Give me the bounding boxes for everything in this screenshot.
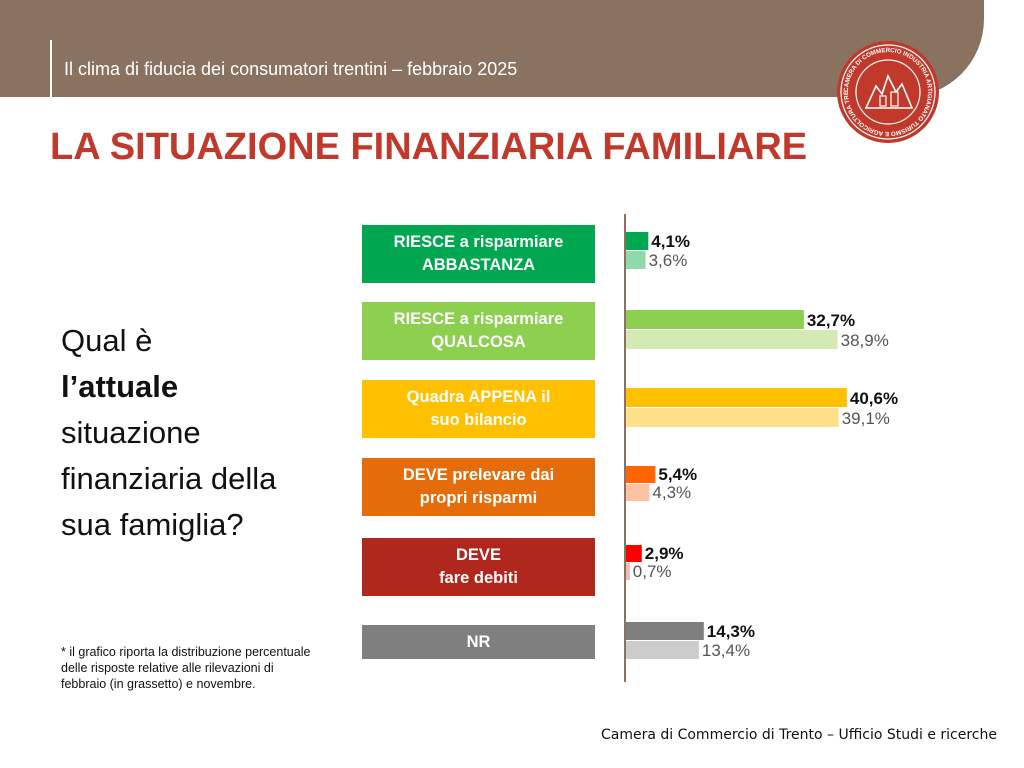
- category-label: DEVE prelevare dai propri risparmi: [362, 458, 595, 516]
- bar-novembre: [626, 484, 650, 501]
- bar-novembre: [626, 251, 646, 269]
- data-label-novembre: 13,4%: [702, 641, 750, 660]
- data-label-novembre: 3,6%: [649, 251, 688, 270]
- footnote: * il grafico riporta la distribuzione pe…: [61, 645, 311, 691]
- data-label-febbraio: 5,4%: [658, 465, 697, 484]
- question-line: situazione: [61, 415, 201, 450]
- source-credit: Camera di Commercio di Trento – Ufficio …: [600, 727, 997, 743]
- data-label-novembre: 39,1%: [842, 409, 890, 428]
- bar-febbraio: [626, 388, 847, 407]
- bar-novembre: [626, 563, 630, 580]
- bar-febbraio: [626, 545, 642, 562]
- data-label-novembre: 0,7%: [633, 562, 672, 581]
- category-label-line: RIESCE a risparmiare: [393, 310, 564, 328]
- category-label: RIESCE a risparmiare ABBASTANZA: [362, 225, 595, 283]
- question-line: finanziaria della: [61, 461, 277, 496]
- question-line: sua famiglia?: [61, 507, 244, 542]
- category-label-line: propri risparmi: [419, 489, 538, 507]
- bar-febbraio: [626, 232, 649, 250]
- header-divider: [50, 40, 52, 97]
- question-line-bold: l’attuale: [61, 369, 179, 404]
- data-label-febbraio: 32,7%: [807, 311, 855, 330]
- category-label-line: DEVE: [456, 546, 501, 564]
- data-label-novembre: 38,9%: [841, 331, 889, 350]
- header-title: Il clima di fiducia dei consumatori tren…: [64, 59, 518, 79]
- category-label-line: ABBASTANZA: [421, 256, 536, 274]
- category-label: Quadra APPENA il suo bilancio: [362, 380, 595, 438]
- survey-question: Qual è l’attuale situazione finanziaria …: [61, 318, 341, 548]
- header-band: [0, 0, 984, 97]
- data-label-febbraio: 4,1%: [651, 232, 690, 251]
- category-label: NR: [362, 625, 595, 659]
- bar-novembre: [626, 330, 838, 349]
- data-label-novembre: 4,3%: [652, 483, 691, 502]
- category-label: RIESCE a risparmiare QUALCOSA: [362, 302, 595, 360]
- category-label-line: Quadra APPENA il: [406, 388, 551, 406]
- data-label-febbraio: 2,9%: [645, 544, 684, 563]
- category-label-line: suo bilancio: [430, 411, 527, 429]
- bar-febbraio: [626, 310, 804, 329]
- bar-novembre: [626, 408, 839, 427]
- data-label-febbraio: 40,6%: [850, 389, 898, 408]
- bar-chart: 4,1%3,6% 32,7%38,9% 40,6%39,1% 5,4%4,3% 2,9%…: [624, 214, 898, 682]
- bar-novembre: [626, 641, 699, 659]
- bar-febbraio: [626, 466, 656, 483]
- category-label-line: DEVE prelevare dai: [402, 466, 555, 484]
- category-label-line: NR: [466, 632, 491, 651]
- category-label-line: RIESCE a risparmiare: [393, 233, 564, 251]
- category-label: DEVE fare debiti: [362, 538, 595, 596]
- bar-febbraio: [626, 622, 704, 640]
- data-label-febbraio: 14,3%: [707, 622, 755, 641]
- camera-di-commercio-seal-icon: CAMERA DI COMMERCIO INDUSTRIA ARTIGIANAT…: [836, 40, 939, 143]
- question-line: Qual è: [61, 323, 153, 358]
- category-label-line: fare debiti: [439, 569, 518, 587]
- page-title: LA SITUAZIONE FINANZIARIA FAMILIARE: [50, 126, 808, 168]
- category-label-line: QUALCOSA: [431, 333, 526, 351]
